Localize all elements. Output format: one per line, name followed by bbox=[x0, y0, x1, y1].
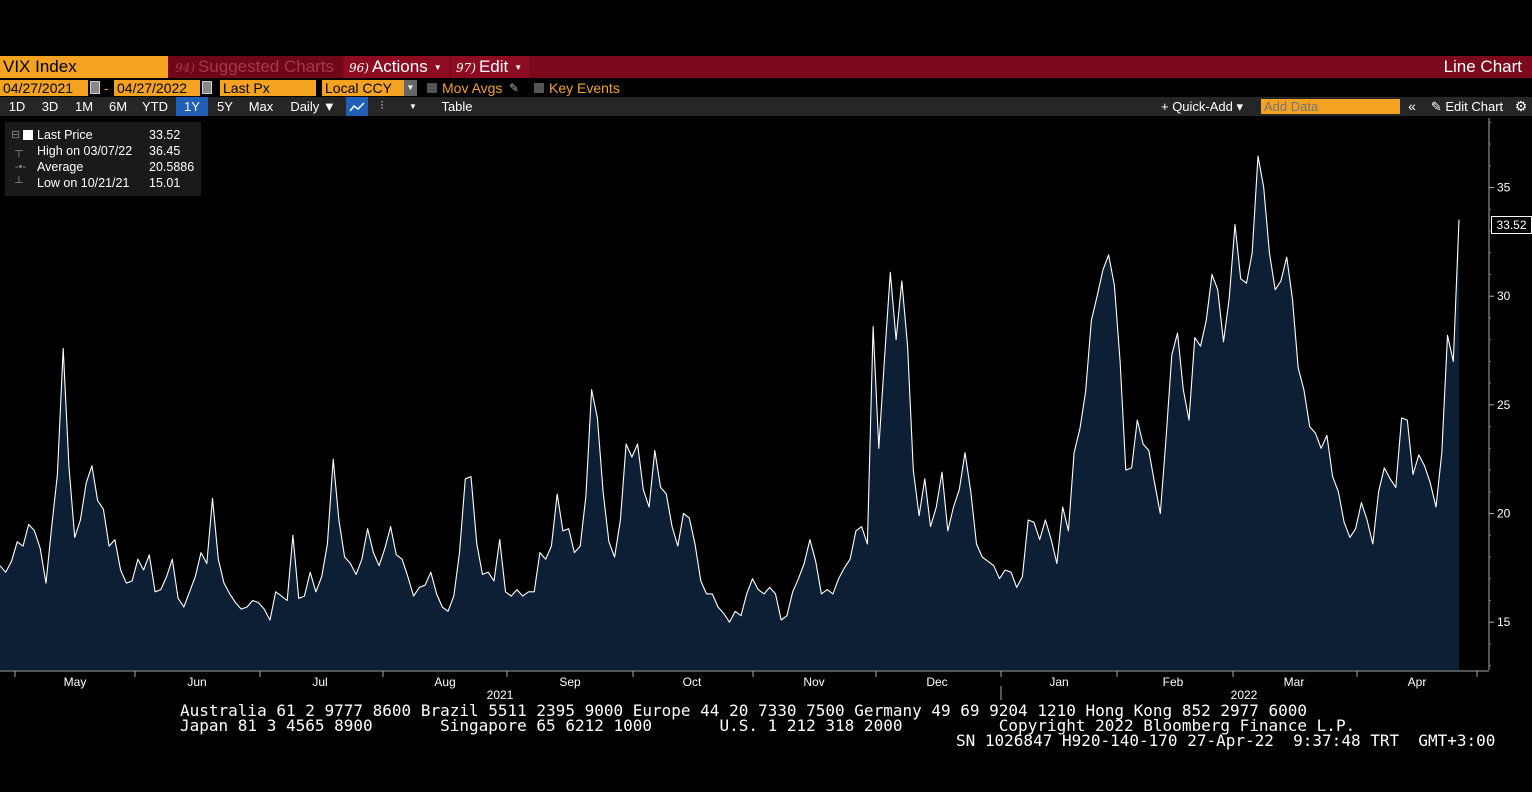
price-field-select[interactable]: Last Px bbox=[220, 80, 316, 96]
x-tick-label: Sep bbox=[559, 675, 581, 689]
price-chart[interactable]: 15 20 25 30 35 May Jun Jul Aug Sep Oct Nov Dec Jan Fe… bbox=[0, 0, 1532, 700]
legend-value: 15.01 bbox=[149, 176, 181, 190]
legend-value: 36.45 bbox=[149, 144, 181, 158]
footer-session-line: SN 1026847 H920-140-170 27-Apr-22 9:37:4… bbox=[956, 731, 1496, 750]
x-axis: May Jun Jul Aug Sep Oct Nov Dec Jan Feb Mar Apr 2021… bbox=[0, 670, 1489, 700]
gear-icon[interactable]: ⚙ bbox=[1514, 98, 1528, 114]
x-year-label: 2022 bbox=[1231, 688, 1258, 700]
candlestick-icon[interactable]: ⫶ bbox=[380, 100, 384, 112]
date-separator: - bbox=[104, 80, 109, 96]
calendar-icon[interactable] bbox=[202, 81, 212, 94]
x-tick-label: Oct bbox=[683, 675, 702, 689]
average-marker-icon: -•- bbox=[15, 161, 27, 173]
legend-value: 20.5886 bbox=[149, 160, 195, 174]
range-max-button[interactable]: Max bbox=[248, 99, 274, 114]
last-price-badge: 33.52 bbox=[1491, 216, 1532, 234]
mov-avgs-label[interactable]: Mov Avgs bbox=[442, 80, 503, 96]
actions-number: 96) bbox=[349, 61, 369, 75]
line-chart-icon[interactable] bbox=[346, 97, 368, 116]
collapse-box-icon[interactable]: ⊟ bbox=[11, 129, 21, 141]
x-tick-label: Dec bbox=[926, 675, 947, 689]
price-line bbox=[0, 155, 1460, 623]
range-ytd-button[interactable]: YTD bbox=[142, 99, 168, 114]
range-1d-button[interactable]: 1D bbox=[8, 99, 26, 114]
add-data-input[interactable] bbox=[1261, 99, 1400, 114]
y-tick-label: 35 bbox=[1497, 181, 1511, 195]
edit-label: Edit bbox=[478, 57, 509, 76]
start-date-field[interactable]: 04/27/2021 bbox=[0, 80, 88, 96]
chart-legend[interactable]: ⊟ Last Price 33.52 ┬ High on 03/07/22 36… bbox=[5, 122, 201, 196]
y-tick-label: 25 bbox=[1497, 398, 1511, 412]
range-1y-button[interactable]: 1Y bbox=[176, 97, 208, 116]
x-tick-label: Jun bbox=[187, 675, 206, 689]
legend-row-average: -•- Average 20.5886 bbox=[5, 159, 201, 175]
x-tick-label: Mar bbox=[1284, 675, 1305, 689]
actions-label: Actions bbox=[371, 57, 428, 76]
footer-phone-line-2: Japan 81 3 4565 8900 Singapore 65 6212 1… bbox=[180, 716, 1356, 735]
y-tick-label: 15 bbox=[1497, 615, 1511, 629]
suggested-charts-number: 94) bbox=[175, 61, 195, 75]
pencil-icon[interactable]: ✎ bbox=[509, 81, 520, 95]
chart-area-group bbox=[0, 155, 1460, 670]
security-field[interactable]: VIX Index bbox=[0, 56, 168, 78]
chevron-down-icon[interactable]: ▼ bbox=[409, 102, 417, 111]
range-3d-button[interactable]: 3D bbox=[41, 99, 59, 114]
parameter-row: 04/27/2021 - 04/27/2022 Last Px Local CC… bbox=[0, 79, 1532, 97]
caret-down-icon: ▼ bbox=[514, 63, 523, 72]
suggested-charts-label: Suggested Charts bbox=[197, 57, 335, 76]
x-tick-label: May bbox=[64, 675, 87, 689]
range-5y-button[interactable]: 5Y bbox=[217, 99, 233, 114]
low-marker-icon: ┴ bbox=[15, 177, 23, 189]
edit-chart-label: Edit Chart bbox=[1445, 99, 1504, 114]
x-tick-label: Jul bbox=[312, 675, 327, 689]
x-tick-label: Jan bbox=[1049, 675, 1068, 689]
x-year-label: 2021 bbox=[487, 688, 514, 700]
pencil-icon: ✎ bbox=[1430, 99, 1446, 114]
quick-add-button[interactable]: + Quick-Add ▾ bbox=[1160, 99, 1244, 114]
key-events-checkbox[interactable] bbox=[534, 83, 544, 93]
y-tick-label: 20 bbox=[1497, 507, 1511, 521]
legend-name: Average bbox=[37, 160, 84, 174]
edit-number: 97) bbox=[456, 61, 476, 75]
end-date-field[interactable]: 04/27/2022 bbox=[114, 80, 200, 96]
legend-row-high: ┬ High on 03/07/22 36.45 bbox=[5, 143, 201, 159]
price-area-fill bbox=[0, 156, 1459, 670]
periodicity-select[interactable]: Daily ▼ bbox=[290, 99, 336, 114]
currency-select[interactable]: Local CCY bbox=[322, 80, 404, 96]
x-tick-label: Apr bbox=[1408, 675, 1427, 689]
legend-name: High on 03/07/22 bbox=[37, 144, 133, 158]
chevron-down-icon[interactable]: ▼ bbox=[404, 80, 417, 96]
edit-menu[interactable]: 97) Edit ▼ bbox=[451, 56, 529, 78]
x-tick-label: Aug bbox=[434, 675, 455, 689]
series-swatch bbox=[23, 130, 33, 140]
legend-row-low: ┴ Low on 10/21/21 15.01 bbox=[5, 175, 201, 191]
y-tick-label: 30 bbox=[1497, 289, 1511, 303]
calendar-icon[interactable] bbox=[90, 81, 100, 94]
title-bar: VIX Index 94) Suggested Charts 96) Actions… bbox=[0, 56, 1532, 78]
chart-toolbar: 1D 3D 1M 6M YTD 1Y 5Y Max Daily ▼ ⫶ ▼ Ta… bbox=[0, 97, 1532, 116]
y-axis: 15 20 25 30 35 bbox=[1488, 118, 1511, 670]
mov-avgs-checkbox[interactable] bbox=[427, 83, 437, 93]
footer-phone-line-1: Australia 61 2 9777 8600 Brazil 5511 239… bbox=[180, 701, 1308, 720]
legend-row-last-price: ⊟ Last Price 33.52 bbox=[5, 127, 201, 143]
legend-name: Low on 10/21/21 bbox=[37, 176, 130, 190]
high-marker-icon: ┬ bbox=[15, 145, 23, 157]
actions-menu[interactable]: 96) Actions ▼ bbox=[344, 56, 449, 78]
legend-value: 33.52 bbox=[149, 128, 181, 142]
edit-chart-button[interactable]: ✎ Edit Chart bbox=[1424, 97, 1510, 116]
x-tick-label: Feb bbox=[1163, 675, 1184, 689]
suggested-charts-menu[interactable]: 94) Suggested Charts bbox=[170, 56, 342, 78]
chart-type-label: Line Chart bbox=[1443, 57, 1522, 76]
table-button[interactable]: Table bbox=[441, 99, 473, 114]
legend-name: Last Price bbox=[37, 128, 93, 142]
range-6m-button[interactable]: 6M bbox=[108, 99, 128, 114]
key-events-label[interactable]: Key Events bbox=[549, 80, 620, 96]
double-chevron-left-icon[interactable]: « bbox=[1408, 98, 1416, 114]
caret-down-icon: ▼ bbox=[433, 63, 442, 72]
range-1m-button[interactable]: 1M bbox=[74, 99, 94, 114]
x-tick-label: Nov bbox=[803, 675, 824, 689]
